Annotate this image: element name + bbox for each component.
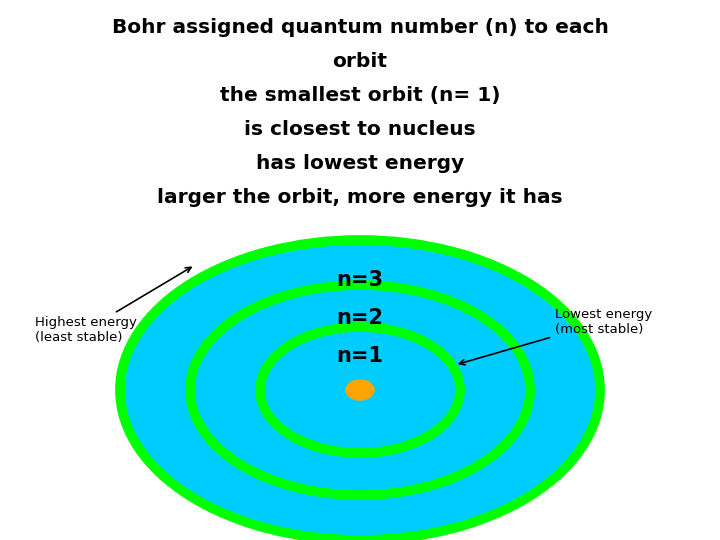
Ellipse shape — [346, 380, 374, 400]
Text: n=1: n=1 — [336, 346, 384, 366]
Text: n=2: n=2 — [336, 308, 384, 328]
Ellipse shape — [120, 240, 600, 540]
Ellipse shape — [190, 285, 530, 495]
Text: the smallest orbit (n= 1): the smallest orbit (n= 1) — [220, 86, 500, 105]
Text: Bohr assigned quantum number (n) to each: Bohr assigned quantum number (n) to each — [112, 18, 608, 37]
Text: is closest to nucleus: is closest to nucleus — [244, 120, 476, 139]
Text: Lowest energy
(most stable): Lowest energy (most stable) — [459, 308, 652, 365]
Text: n=3: n=3 — [336, 270, 384, 290]
Text: Highest energy
(least stable): Highest energy (least stable) — [35, 267, 191, 344]
Ellipse shape — [260, 327, 460, 453]
Text: orbit: orbit — [333, 52, 387, 71]
Text: has lowest energy: has lowest energy — [256, 154, 464, 173]
Text: larger the orbit, more energy it has: larger the orbit, more energy it has — [157, 188, 563, 207]
